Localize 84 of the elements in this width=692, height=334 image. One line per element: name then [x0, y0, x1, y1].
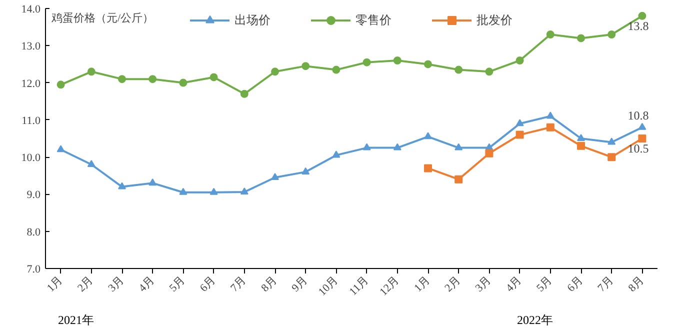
y-tick-label: 8.0	[26, 226, 41, 238]
x-tick-label: 5月	[534, 274, 555, 294]
legend-label: 出场价	[234, 12, 270, 28]
point	[56, 145, 65, 152]
y-tick-label: 13.0	[21, 40, 41, 53]
point	[608, 138, 616, 145]
point	[454, 143, 463, 150]
point	[332, 150, 340, 158]
legend-label: 零售价	[356, 12, 392, 28]
point	[271, 172, 279, 180]
point	[577, 134, 585, 142]
x-tick-label: 3月	[473, 274, 494, 294]
point	[56, 80, 65, 89]
x-tick-label: 8月	[259, 274, 280, 294]
point	[148, 75, 157, 84]
x-tick-label: 9月	[290, 274, 310, 294]
point	[485, 68, 494, 76]
x-tick-label: 1月	[412, 274, 432, 294]
point	[546, 30, 554, 38]
x-tick-label: 2月	[442, 274, 463, 294]
point	[454, 66, 463, 74]
x-tick-label: 3月	[106, 274, 126, 294]
point	[608, 30, 616, 38]
x-tick-label: 5月	[167, 274, 188, 294]
point	[87, 68, 96, 76]
x-tick-label: 4月	[504, 274, 524, 294]
point	[240, 90, 248, 98]
point	[485, 149, 494, 158]
legend-label: 批发价	[476, 12, 512, 28]
point	[179, 78, 188, 87]
point	[332, 66, 340, 74]
point	[362, 143, 371, 150]
data-label: 13.8	[628, 18, 649, 33]
point	[179, 188, 188, 195]
text: 2022年	[517, 312, 553, 329]
y-tick-label: 7.0	[26, 264, 41, 276]
point	[638, 134, 646, 142]
point	[210, 188, 218, 195]
point	[210, 73, 218, 82]
point	[393, 56, 402, 64]
x-tick-label: 4月	[136, 274, 157, 294]
point	[546, 123, 554, 132]
data-label: 10.5	[628, 142, 649, 156]
x-tick-label: 8月	[626, 274, 646, 294]
y-axis-title: 鸡蛋价格（元/公斤）	[50, 12, 154, 24]
point	[516, 119, 524, 126]
point	[424, 60, 432, 68]
data-label: 10.8	[628, 108, 649, 122]
point	[271, 68, 279, 76]
x-tick-label: 6月	[565, 274, 586, 294]
point	[148, 178, 157, 186]
x-tick-label: 1月	[44, 274, 66, 294]
point	[577, 142, 585, 150]
point	[608, 153, 616, 162]
y-tick-label: 11.0	[22, 114, 41, 127]
y-tick-label: 14.0	[21, 4, 41, 16]
point	[424, 132, 432, 140]
x-tick-label: 6月	[198, 274, 218, 294]
x-tick-label: 10月	[316, 274, 340, 298]
point	[240, 187, 248, 195]
x-tick-label: 11月	[347, 274, 372, 298]
text: 2021年	[58, 312, 94, 329]
point	[302, 167, 310, 174]
point	[118, 182, 126, 190]
point	[362, 58, 371, 66]
y-tick-label: 12.0	[21, 78, 41, 90]
point	[638, 12, 646, 20]
point	[516, 130, 524, 139]
point	[638, 122, 646, 130]
point	[424, 164, 432, 172]
point	[546, 112, 554, 119]
x-tick-label: 2月	[75, 274, 96, 294]
point	[118, 75, 126, 84]
x-tick-label: 12月	[378, 274, 402, 298]
point	[454, 175, 463, 184]
point	[393, 143, 402, 150]
x-tick-label: 7月	[596, 274, 616, 294]
x-tick-label: 7月	[228, 274, 249, 294]
point	[577, 34, 585, 42]
point	[516, 56, 524, 64]
y-tick-label: 10.0	[21, 152, 41, 164]
point	[87, 160, 96, 168]
y-tick-label: 9.0	[26, 189, 41, 202]
point	[302, 62, 310, 70]
